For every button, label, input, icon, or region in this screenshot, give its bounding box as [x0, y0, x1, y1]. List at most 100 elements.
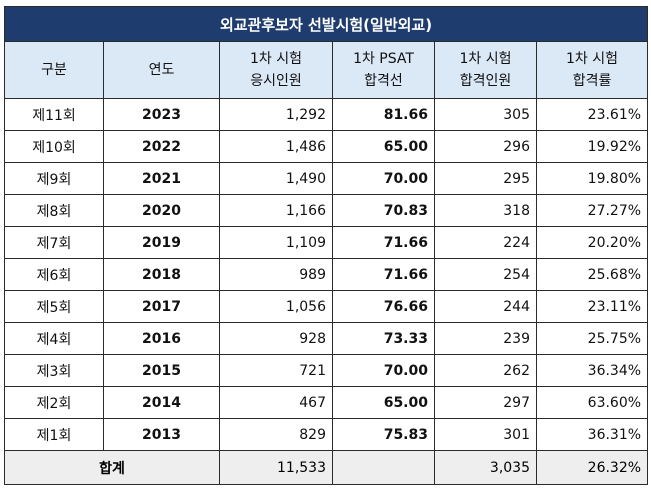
- cell-applicants: 1,486: [219, 130, 333, 163]
- header-cutoff-line1: 1차 PSAT: [353, 51, 414, 67]
- cell-passers: 301: [434, 418, 537, 451]
- cell-round: 제9회: [4, 162, 104, 195]
- cell-rate: 25.75%: [535, 322, 649, 355]
- cell-round: 제3회: [4, 354, 104, 387]
- cell-rate: 36.34%: [535, 354, 649, 387]
- header-rate-line1: 1차 시험: [566, 51, 619, 67]
- cell-passers: 318: [434, 194, 537, 227]
- cell-year: 2018: [103, 258, 220, 291]
- cell-passers: 262: [434, 354, 537, 387]
- cell-rate: 23.11%: [535, 290, 649, 323]
- cell-cutoff: 71.66: [332, 226, 435, 259]
- cell-year: 2021: [103, 162, 220, 195]
- cell-applicants: 467: [219, 386, 333, 419]
- cell-passers: 297: [434, 386, 537, 419]
- table-row: 제6회 2018 989 71.66 254 25.68%: [4, 258, 649, 291]
- table-row: 제9회 2021 1,490 70.00 295 19.80%: [4, 162, 649, 195]
- header-passers-line1: 1차 시험: [459, 51, 512, 67]
- header-cutoff-line2: 합격선: [364, 73, 403, 89]
- cell-rate: 23.61%: [535, 98, 649, 131]
- table-row: 제4회 2016 928 73.33 239 25.75%: [4, 322, 649, 355]
- table-row: 제2회 2014 467 65.00 297 63.60%: [4, 386, 649, 419]
- cell-round: 제7회: [4, 226, 104, 259]
- header-passers-line2: 합격인원: [459, 73, 512, 89]
- cell-year: 2022: [103, 130, 220, 163]
- cell-cutoff: 70.00: [332, 354, 435, 387]
- title-row: 외교관후보자 선발시험(일반외교): [3, 6, 649, 42]
- cell-cutoff: 71.66: [332, 258, 435, 291]
- cell-rate: 27.27%: [535, 194, 649, 227]
- total-label: 합계: [4, 450, 220, 485]
- cell-passers: 305: [434, 98, 537, 131]
- header-cutoff: 1차 PSAT 합격선: [332, 41, 435, 99]
- cell-rate: 19.80%: [535, 162, 649, 195]
- cell-round: 제10회: [4, 130, 104, 163]
- cell-applicants: 928: [219, 322, 333, 355]
- cell-applicants: 1,056: [219, 290, 333, 323]
- cell-round: 제1회: [4, 418, 104, 451]
- cell-year: 2017: [103, 290, 220, 323]
- total-cutoff-empty: [332, 450, 435, 485]
- cell-year: 2016: [103, 322, 220, 355]
- cell-applicants: 829: [219, 418, 333, 451]
- total-passers: 3,035: [434, 450, 537, 485]
- header-applicants-line1: 1차 시험: [250, 51, 302, 67]
- total-applicants: 11,533: [219, 450, 333, 485]
- cell-year: 2013: [103, 418, 220, 451]
- table-row: 제10회 2022 1,486 65.00 296 19.92%: [4, 130, 649, 163]
- cell-passers: 224: [434, 226, 537, 259]
- cell-year: 2019: [103, 226, 220, 259]
- cell-passers: 244: [434, 290, 537, 323]
- total-row: 합계 11,533 3,035 26.32%: [4, 450, 649, 485]
- cell-applicants: 721: [219, 354, 333, 387]
- table-body: 제11회 2023 1,292 81.66 305 23.61% 제10회 20…: [4, 98, 649, 485]
- table-row: 제5회 2017 1,056 76.66 244 23.11%: [4, 290, 649, 323]
- cell-rate: 19.92%: [535, 130, 649, 163]
- header-year: 연도: [103, 41, 220, 99]
- cell-year: 2023: [103, 98, 220, 131]
- cell-applicants: 1,109: [219, 226, 333, 259]
- cell-rate: 36.31%: [535, 418, 649, 451]
- cell-passers: 295: [434, 162, 537, 195]
- cell-rate: 63.60%: [535, 386, 649, 419]
- cell-rate: 25.68%: [535, 258, 649, 291]
- cell-cutoff: 75.83: [332, 418, 435, 451]
- table-row: 제8회 2020 1,166 70.83 318 27.27%: [4, 194, 649, 227]
- table-row: 제3회 2015 721 70.00 262 36.34%: [4, 354, 649, 387]
- cell-round: 제6회: [4, 258, 104, 291]
- cell-applicants: 1,292: [219, 98, 333, 131]
- cell-passers: 254: [434, 258, 537, 291]
- table-title: 외교관후보자 선발시험(일반외교): [3, 6, 649, 42]
- cell-rate: 20.20%: [535, 226, 649, 259]
- cell-cutoff: 70.83: [332, 194, 435, 227]
- cell-cutoff: 65.00: [332, 386, 435, 419]
- cell-round: 제2회: [4, 386, 104, 419]
- cell-cutoff: 81.66: [332, 98, 435, 131]
- cell-cutoff: 73.33: [332, 322, 435, 355]
- cell-year: 2014: [103, 386, 220, 419]
- table-row: 제11회 2023 1,292 81.66 305 23.61%: [4, 98, 649, 131]
- cell-cutoff: 65.00: [332, 130, 435, 163]
- cell-round: 제4회: [4, 322, 104, 355]
- header-rate: 1차 시험 합격률: [535, 41, 649, 99]
- cell-applicants: 989: [219, 258, 333, 291]
- cell-round: 제5회: [4, 290, 104, 323]
- cell-applicants: 1,166: [219, 194, 333, 227]
- total-rate: 26.32%: [535, 450, 649, 485]
- header-round: 구분: [4, 41, 104, 99]
- cell-cutoff: 76.66: [332, 290, 435, 323]
- header-year-label: 연도: [148, 62, 175, 78]
- cell-cutoff: 70.00: [332, 162, 435, 195]
- cell-year: 2015: [103, 354, 220, 387]
- cell-round: 제11회: [4, 98, 104, 131]
- cell-applicants: 1,490: [219, 162, 333, 195]
- table-row: 제1회 2013 829 75.83 301 36.31%: [4, 418, 649, 451]
- cell-passers: 239: [434, 322, 537, 355]
- header-applicants-line2: 응시인원: [250, 73, 302, 89]
- table-row: 제7회 2019 1,109 71.66 224 20.20%: [4, 226, 649, 259]
